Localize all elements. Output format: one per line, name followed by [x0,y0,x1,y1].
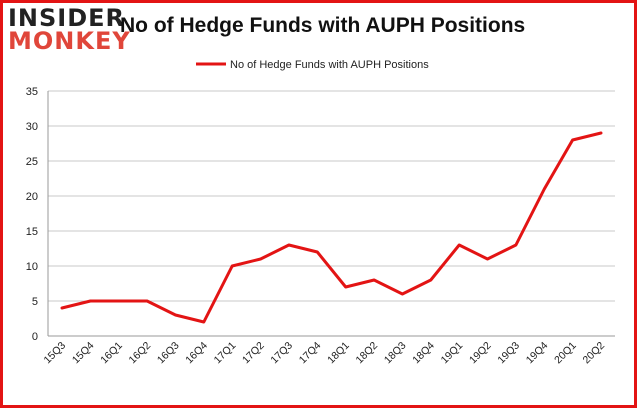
y-tick-label: 30 [26,121,38,133]
x-tick-label: 18Q4 [410,340,437,367]
x-tick-label: 18Q2 [354,340,381,367]
x-tick-label: 17Q3 [268,340,295,367]
x-tick-label: 19Q1 [439,340,466,367]
y-tick-label: 15 [26,226,38,238]
series-line [60,131,603,324]
x-tick-label: 20Q2 [580,340,607,367]
y-tick-label: 20 [26,191,38,203]
chart-title: No of Hedge Funds with AUPH Positions [120,14,526,37]
x-tick-label: 16Q4 [183,340,210,367]
x-tick-label: 16Q1 [98,340,125,367]
x-tick-label: 17Q2 [240,340,267,367]
legend: No of Hedge Funds with AUPH Positions [196,59,429,71]
x-tick-label: 20Q1 [552,340,579,367]
y-tick-label: 10 [26,261,38,273]
y-tick-label: 5 [32,296,38,308]
x-tick-label: 16Q3 [155,340,182,367]
x-tick-label: 15Q4 [70,340,97,367]
x-tick-label: 17Q1 [212,340,239,367]
x-tick-label: 17Q4 [297,340,324,367]
insider-monkey-logo-top: INSIDER [8,4,126,32]
x-tick-label: 19Q2 [467,340,494,367]
x-tick-label: 18Q1 [325,340,352,367]
insider-monkey-logo-bottom: MONKEY [8,27,131,55]
x-tick-label: 18Q3 [382,340,409,367]
series-lines [60,131,603,324]
x-tick-label: 19Q4 [524,340,551,367]
x-tick-label: 19Q3 [495,340,522,367]
x-tick-label: 16Q2 [127,340,154,367]
grid-lines [48,90,615,337]
y-tick-label: 0 [32,331,38,343]
y-tick-label: 25 [26,156,38,168]
legend-label: No of Hedge Funds with AUPH Positions [230,59,429,71]
x-tick-label: 15Q3 [41,340,68,367]
y-tick-label: 35 [26,86,38,98]
